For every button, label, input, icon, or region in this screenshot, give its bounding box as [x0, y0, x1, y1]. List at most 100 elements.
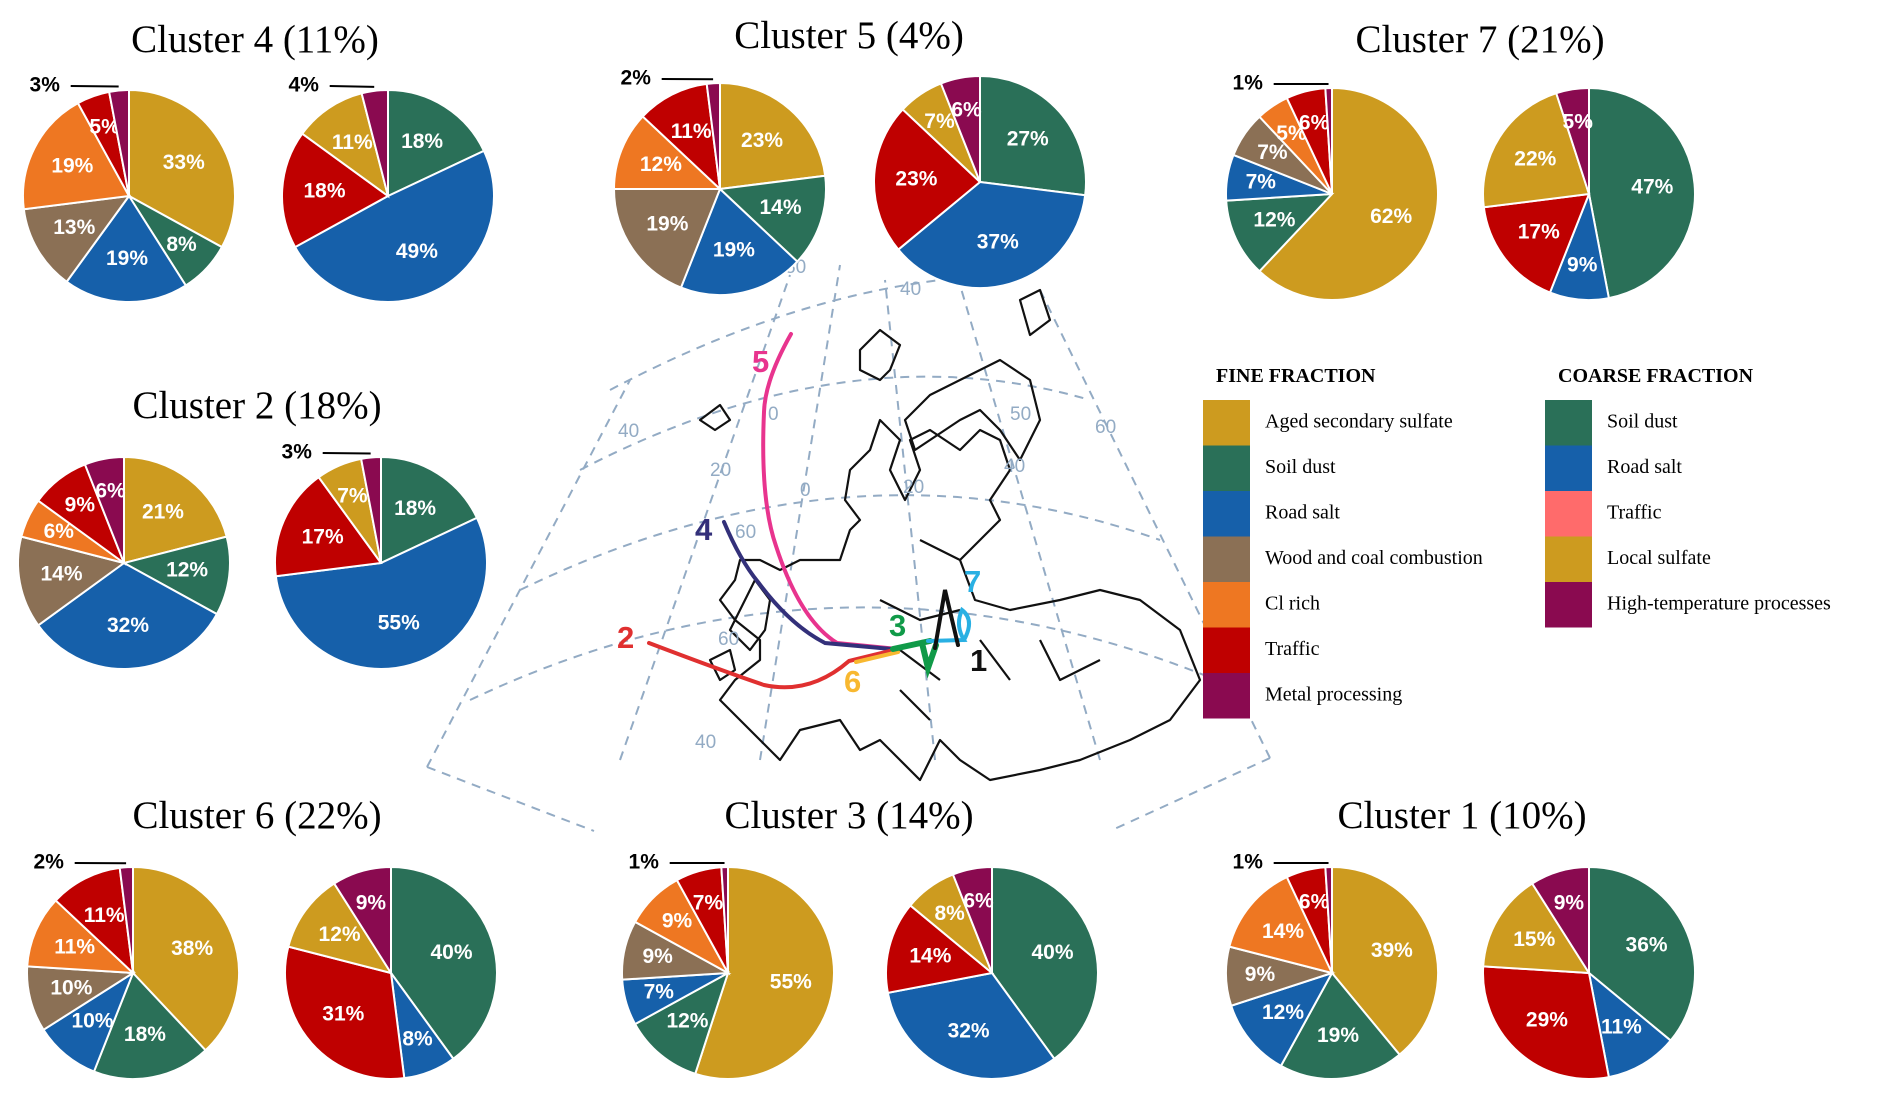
- legend-fine-swatch: [1203, 673, 1250, 719]
- pie-label: 29%: [1526, 1008, 1568, 1031]
- pie-slice: [83, 455, 125, 564]
- cluster-6-fine-pie: 38% 18% 10% 10% 11% 11% 2%: [26, 851, 240, 1080]
- pie-slice: [128, 88, 236, 249]
- grid-label: 40: [618, 421, 639, 442]
- grid-label: 60: [718, 629, 739, 650]
- pie-label: 7%: [337, 484, 368, 507]
- pie-label: 12%: [319, 923, 361, 946]
- pie-slice: [54, 866, 135, 976]
- trajectory-label-2: 2: [617, 620, 634, 655]
- pie-label: 36%: [1626, 933, 1668, 956]
- legend-coarse-swatch: [1545, 445, 1592, 491]
- pie-label: 40%: [430, 941, 472, 964]
- pie-label: 7%: [644, 981, 675, 1004]
- legend-coarse-swatch: [1545, 491, 1592, 537]
- grid-label: 60: [735, 522, 756, 543]
- pie-slice: [720, 865, 729, 974]
- pie-label: 18%: [304, 180, 346, 203]
- cluster-2-fine-pie: 21%12%32%14%6%9%6%: [17, 455, 231, 670]
- pie-label: 49%: [396, 240, 438, 263]
- pie-slice: [979, 74, 1087, 197]
- grid-label: 20: [903, 477, 924, 498]
- pie-slice: [1279, 971, 1401, 1080]
- pie-slice: [705, 81, 721, 190]
- pie-label: 17%: [302, 525, 344, 548]
- pie-label: 6%: [1299, 112, 1330, 135]
- pie-label: 37%: [977, 231, 1019, 254]
- legend-coarse-swatch: [1545, 536, 1592, 582]
- pie-label: 11%: [332, 131, 373, 154]
- legend-fine-label: Road salt: [1265, 502, 1340, 524]
- legend-fine-swatch: [1203, 536, 1250, 582]
- pie-label: 19%: [713, 239, 755, 262]
- pie-label: 12%: [1253, 209, 1295, 232]
- pie-slice: [1482, 965, 1611, 1080]
- pie-slice: [22, 194, 132, 284]
- cluster-2-coarse-pie: 18% 55% 17% 7% 3%: [274, 441, 488, 670]
- grid-label: 0: [800, 480, 811, 501]
- pie-slice: [951, 865, 993, 974]
- trajectory-6: [854, 650, 900, 664]
- cluster-6-coarse-pie: 40% 8% 31% 12% 9%: [284, 865, 499, 1080]
- pie-label: 18%: [401, 130, 443, 153]
- pie-label: 8%: [402, 1028, 433, 1051]
- trajectory-2: [647, 641, 900, 690]
- cluster-3-fine-pie: 55%12%7%9%9%7%1%: [621, 851, 835, 1080]
- grid-label: 20: [710, 460, 731, 481]
- leader-line: [329, 85, 375, 88]
- trajectory-label-4: 4: [695, 512, 713, 547]
- pie-label: 31%: [322, 1003, 364, 1026]
- pie-label: 11%: [1601, 1015, 1642, 1038]
- pie-label: 9%: [662, 910, 693, 933]
- pie-label: 14%: [1262, 920, 1304, 943]
- pie-label: 7%: [693, 891, 724, 914]
- europe-map: 80 40 20 0 20 60 0 40 60 60 40 50 40 5 4: [426, 257, 1271, 832]
- pie-slice: [281, 132, 390, 249]
- pie-slice: [274, 516, 488, 670]
- legend-fine-label: Metal processing: [1265, 684, 1402, 706]
- cluster-1-fine-pie: 39% 19% 12% 9% 14% 6% 1%: [1225, 851, 1439, 1080]
- pie-slice: [1482, 882, 1591, 975]
- legend: FINE FRACTION COARSE FRACTION Aged secon…: [1203, 365, 1831, 719]
- pie-label: 62%: [1370, 205, 1412, 228]
- legend-coarse-label: Traffic: [1607, 502, 1662, 524]
- pie-label: 14%: [759, 196, 801, 219]
- pie-label: 55%: [770, 970, 812, 993]
- pie-label: 14%: [41, 562, 83, 585]
- pie-slice: [1331, 865, 1439, 1057]
- pie-label: 2%: [34, 851, 65, 874]
- pie-slice: [719, 81, 827, 191]
- pie-label: 10%: [50, 976, 92, 999]
- legend-coarse-label: High-temperature processes: [1607, 593, 1831, 615]
- trajectory-label-7: 7: [964, 564, 981, 599]
- trajectory-7: [926, 606, 971, 643]
- pie-slice: [1588, 865, 1696, 1042]
- cluster-1-coarse-pie: 36% 11% 29% 15% 9%: [1482, 865, 1696, 1080]
- pie-slice: [107, 88, 130, 197]
- pie-label: 40%: [1031, 941, 1073, 964]
- trajectory-label-3: 3: [889, 608, 906, 643]
- pie-label: 9%: [1567, 253, 1598, 276]
- pie-label: 6%: [44, 520, 75, 543]
- pie-slice: [121, 535, 231, 616]
- pie-label: 2%: [621, 67, 652, 90]
- pie-label: 3%: [30, 74, 61, 97]
- trajectory-3: [890, 638, 939, 679]
- pie-label: 21%: [142, 500, 184, 523]
- pie-slice: [1554, 86, 1590, 195]
- legend-fine-swatch: [1203, 582, 1250, 628]
- pie-slice: [359, 455, 382, 564]
- legend-fine-swatch: [1203, 491, 1250, 537]
- pie-slice: [1530, 865, 1590, 977]
- pie-label: 10%: [71, 1010, 113, 1033]
- pie-label: 23%: [741, 129, 783, 152]
- pie-label: 7%: [924, 110, 955, 133]
- pie-label: 7%: [1257, 141, 1288, 164]
- pie-label: 6%: [951, 99, 982, 122]
- legend-fine-label: Aged secondary sulfate: [1265, 411, 1453, 433]
- pie-label: 3%: [282, 441, 313, 464]
- pie-label: 32%: [107, 614, 149, 637]
- legend-coarse-swatch: [1545, 400, 1592, 446]
- pie-label: 12%: [166, 559, 208, 582]
- pie-slice: [26, 899, 136, 975]
